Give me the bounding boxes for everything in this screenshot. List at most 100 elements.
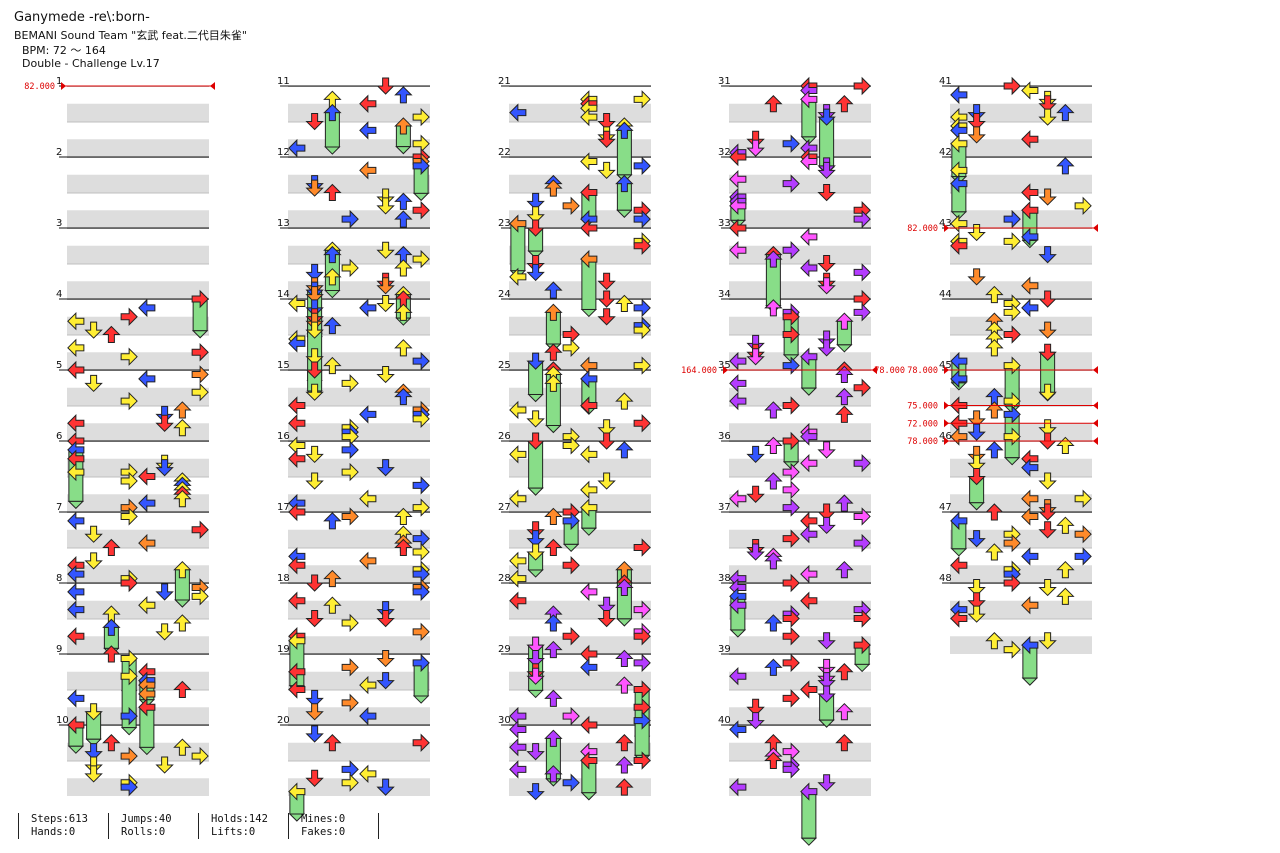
bpm-marker xyxy=(944,401,949,410)
left-arrow-icon xyxy=(509,267,527,287)
left-arrow-icon xyxy=(67,715,85,735)
hold-tail xyxy=(545,424,562,434)
left-arrow-icon xyxy=(138,467,156,486)
beat-stripe xyxy=(509,600,651,619)
up-arrow-icon xyxy=(323,183,342,201)
right-arrow-icon xyxy=(633,627,651,646)
beat-stripe xyxy=(288,707,430,725)
down-arrow-icon xyxy=(817,685,836,703)
right-arrow-icon xyxy=(412,653,430,673)
left-arrow-icon xyxy=(67,462,85,482)
left-arrow-icon xyxy=(950,134,968,153)
up-arrow-icon xyxy=(985,441,1004,459)
up-arrow-icon xyxy=(764,95,783,113)
left-arrow-icon xyxy=(800,227,818,247)
left-arrow-icon xyxy=(509,214,527,233)
right-arrow-icon xyxy=(120,307,138,326)
right-arrow-icon xyxy=(412,409,430,429)
measure-number: 8 xyxy=(56,573,62,584)
beat-stripe xyxy=(509,281,651,299)
beat-line xyxy=(288,760,430,762)
right-arrow-icon xyxy=(782,689,800,708)
beat-stripe xyxy=(288,387,430,406)
down-arrow-icon xyxy=(84,374,103,393)
up-arrow-icon xyxy=(394,259,413,277)
right-arrow-icon xyxy=(782,240,800,260)
measure-number: 25 xyxy=(498,360,511,371)
left-arrow-icon xyxy=(580,396,598,415)
right-arrow-icon xyxy=(1003,533,1021,553)
up-arrow-icon xyxy=(764,250,783,268)
hold-tail xyxy=(174,599,191,608)
up-arrow-icon xyxy=(394,86,413,104)
up-arrow-icon xyxy=(102,645,121,663)
up-arrow-icon xyxy=(323,596,342,614)
down-arrow-icon xyxy=(967,468,986,486)
left-arrow-icon xyxy=(359,161,377,180)
down-arrow-icon xyxy=(597,596,616,614)
up-arrow-icon xyxy=(1056,516,1075,534)
measure-number: 44 xyxy=(939,289,952,300)
left-arrow-icon xyxy=(138,369,156,389)
left-arrow-icon xyxy=(729,489,747,508)
down-arrow-icon xyxy=(305,113,324,131)
down-arrow-icon xyxy=(376,77,395,95)
down-arrow-icon xyxy=(817,277,836,295)
left-arrow-icon xyxy=(1021,547,1039,566)
beat-stripe xyxy=(509,423,651,441)
beat-line xyxy=(729,476,871,478)
hold-tail xyxy=(800,837,818,846)
up-arrow-icon xyxy=(835,312,854,330)
measure-number: 37 xyxy=(718,502,731,513)
down-arrow-icon xyxy=(376,294,395,313)
right-arrow-icon xyxy=(782,573,800,593)
left-arrow-icon xyxy=(509,737,527,757)
beat-line xyxy=(509,334,651,336)
right-arrow-icon xyxy=(633,298,651,318)
down-arrow-icon xyxy=(376,601,395,619)
measure-number: 4 xyxy=(56,289,62,300)
beat-stripe xyxy=(67,103,209,122)
down-arrow-icon xyxy=(967,104,986,122)
down-arrow-icon xyxy=(376,188,395,206)
beat-stripe xyxy=(950,529,1092,548)
down-arrow-icon xyxy=(305,725,324,743)
left-arrow-icon xyxy=(509,720,527,739)
hold-tail xyxy=(85,738,102,747)
left-arrow-icon xyxy=(288,782,306,801)
down-arrow-icon xyxy=(526,206,545,224)
beat-line xyxy=(950,547,1092,549)
right-arrow-icon xyxy=(633,680,651,699)
beat-stripe xyxy=(67,529,209,548)
right-arrow-icon xyxy=(341,374,359,393)
beat-stripe xyxy=(950,494,1092,512)
beat-stripe xyxy=(288,458,430,477)
down-arrow-icon xyxy=(526,263,545,282)
beat-line xyxy=(729,547,871,549)
down-arrow-icon xyxy=(305,445,324,464)
beat-line xyxy=(509,405,651,407)
down-arrow-icon xyxy=(305,574,324,592)
measure-number: 16 xyxy=(277,431,290,442)
hold-tail xyxy=(324,146,341,155)
bpm-marker xyxy=(944,419,949,428)
down-arrow-icon xyxy=(526,783,545,801)
beat-stripe xyxy=(288,423,430,441)
down-arrow-icon xyxy=(967,530,986,548)
beat-line xyxy=(67,121,209,123)
down-arrow-icon xyxy=(526,219,545,237)
hold-tail xyxy=(580,308,598,318)
down-arrow-icon xyxy=(597,308,616,326)
bpm-marker xyxy=(61,82,66,90)
up-arrow-icon xyxy=(173,614,192,632)
beat-stripe xyxy=(729,352,871,370)
down-arrow-icon xyxy=(746,348,765,366)
up-arrow-icon xyxy=(394,303,413,321)
up-arrow-icon xyxy=(544,614,563,632)
left-arrow-icon xyxy=(67,564,85,584)
down-arrow-icon xyxy=(746,334,765,353)
right-arrow-icon xyxy=(782,627,800,646)
right-arrow-icon xyxy=(120,391,138,411)
down-arrow-icon xyxy=(1038,95,1057,113)
beat-stripe xyxy=(729,139,871,157)
